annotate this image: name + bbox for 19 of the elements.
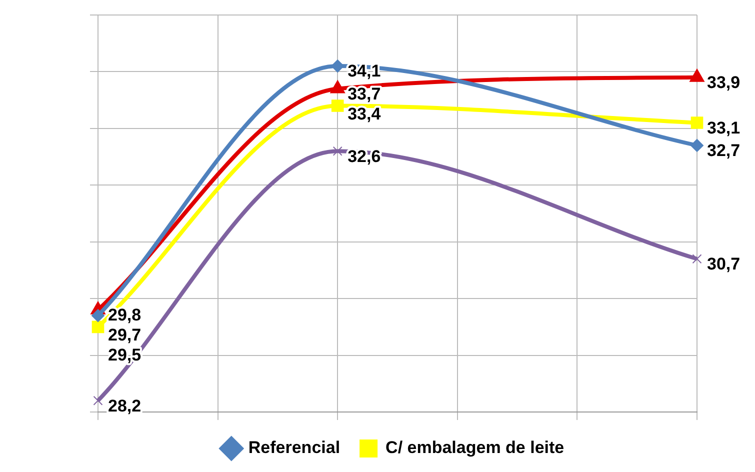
data-label: 30,7 (707, 254, 740, 274)
data-label: 33,4 (348, 104, 382, 124)
point (92, 320, 104, 334)
data-label: 29,7 (108, 326, 142, 345)
point (332, 146, 342, 156)
data-label: 33,7 (348, 84, 381, 104)
legend-label: Referencial (248, 438, 340, 458)
point (690, 138, 704, 152)
point (93, 396, 103, 406)
data-label: 32,7 (707, 141, 740, 160)
point (331, 60, 344, 73)
data-label: 28,2 (108, 396, 142, 416)
point (692, 254, 702, 264)
point (331, 100, 344, 112)
data-label: 33,1 (707, 118, 740, 138)
point (690, 116, 704, 129)
legend-label: C/ embalagem de leite (386, 438, 564, 458)
point (92, 309, 104, 322)
data-label: 33,9 (707, 73, 740, 92)
